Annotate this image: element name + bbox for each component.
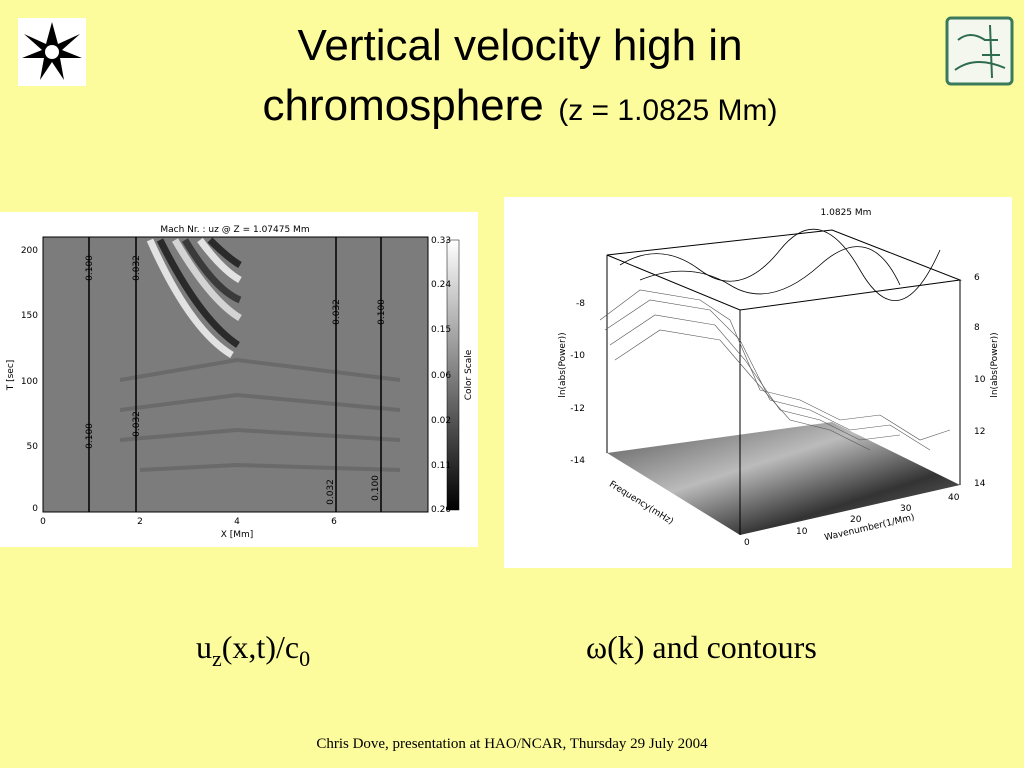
x-tick-label: 2 (137, 517, 143, 527)
left-figure: 0.100 0.032 0.100 0.032 0.032 0.100 0.03… (0, 212, 478, 547)
x-tick-label: 0 (40, 517, 46, 527)
x-tick-label: 0 (744, 538, 750, 548)
x-tick-label: 40 (948, 493, 960, 503)
z-tick-label: -14 (570, 456, 585, 466)
contour-label: 0.100 (85, 423, 95, 449)
contour-label: 0.032 (132, 411, 142, 437)
colorbar-label: Color Scale (464, 349, 474, 400)
x-tick-label: 20 (850, 515, 862, 525)
contour-label: 0.032 (132, 255, 142, 281)
colorbar-tick-label: 0.20 (431, 505, 451, 515)
z-axis-label: ln(abs(Power)) (558, 332, 568, 397)
plot-title: 1.0825 Mm (821, 208, 872, 218)
contour-label: 0.032 (332, 299, 342, 325)
z-tick-label-right: 6 (974, 273, 980, 283)
colorbar-tick-label: 0.24 (431, 280, 451, 290)
colorbar-tick-label: 0.15 (431, 325, 451, 335)
caption-left: uz(x,t)/c0 (196, 629, 310, 671)
z-tick-label-right: 12 (974, 427, 985, 437)
z-tick-label: -12 (570, 404, 585, 414)
x-tick-label: 30 (900, 504, 912, 514)
caption-subscript: 0 (299, 646, 310, 671)
x-tick-label: 10 (796, 527, 808, 537)
title: chromosphere (263, 81, 544, 130)
title-note: (z = 1.0825 Mm) (558, 94, 777, 127)
x-tick-label: 4 (234, 517, 240, 527)
y-tick-label: 150 (21, 311, 38, 321)
contour-label: 0.032 (326, 479, 336, 505)
right-logo (945, 16, 1014, 86)
y-tick-label: 50 (27, 442, 39, 452)
colorbar-tick-label: 0.02 (431, 416, 451, 426)
x-tick-label: 6 (331, 517, 337, 527)
y-tick-label: 0 (32, 504, 38, 514)
colorbar-tick-label: 0.33 (431, 236, 451, 246)
caption-text: u (196, 629, 212, 665)
contour-label: 0.100 (377, 299, 387, 325)
colorbar-tick-label: 0.06 (431, 371, 451, 381)
z-tick-label: -8 (576, 299, 585, 309)
right-figure: 1.0825 Mm -8 -10 -12 -14 ln(abs(Power)) … (504, 197, 1012, 568)
left-logo (18, 18, 86, 86)
colorbar-tick-label: 0.11 (431, 461, 451, 471)
z-tick-label: -10 (570, 351, 585, 361)
x-axis-label: X [Mm] (221, 530, 254, 540)
caption-text: (x,t)/c (222, 629, 299, 665)
z-axis-label-right: ln(abs(Power)) (990, 332, 1000, 397)
footer: Chris Dove, presentation at HAO/NCAR, Th… (316, 736, 708, 752)
z-tick-label-right: 10 (974, 375, 986, 385)
z-tick-label-right: 8 (974, 323, 980, 333)
caption-subscript: z (212, 646, 222, 671)
title-line: chromosphere (z = 1.0825 Mm) (263, 81, 778, 130)
y-tick-label: 100 (21, 377, 38, 387)
caption-right: ω(k) and contours (586, 629, 817, 665)
title: Vertical velocity high in (297, 21, 742, 70)
z-tick-label-right: 14 (974, 479, 986, 489)
plot-title: Mach Nr. : uz @ Z = 1.07475 Mm (160, 225, 309, 235)
y-tick-label: 200 (21, 246, 38, 256)
y-axis-label: T [sec] (6, 360, 16, 392)
contour-label: 0.100 (85, 255, 95, 281)
contour-label: 0.100 (371, 475, 381, 501)
